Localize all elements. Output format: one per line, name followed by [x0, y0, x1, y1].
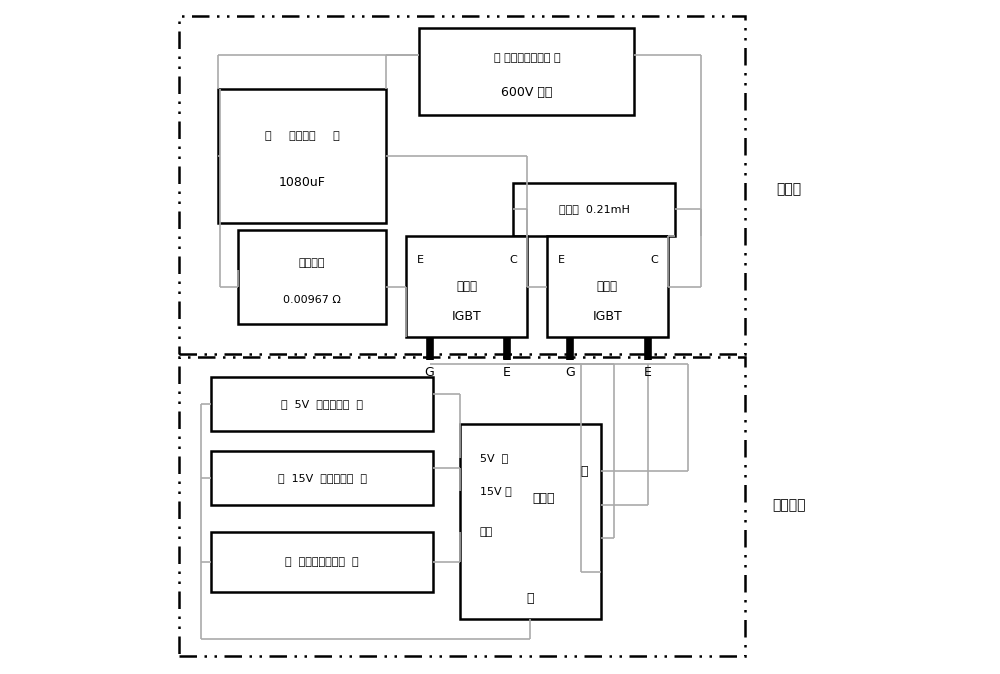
Bar	[179, 16, 745, 354]
Bar	[406, 237, 527, 337]
Text: 驱动电路: 驱动电路	[772, 498, 805, 512]
Text: －  单片机输出信号  ＋: － 单片机输出信号 ＋	[285, 557, 359, 567]
Text: 5V  ＋: 5V ＋	[480, 453, 508, 463]
Bar	[211, 377, 433, 431]
Bar	[238, 230, 386, 324]
Text: 高压侧: 高压侧	[597, 280, 618, 293]
Text: 电感器  0.21mH: 电感器 0.21mH	[559, 204, 629, 214]
Bar	[547, 237, 668, 337]
Text: E: E	[503, 366, 511, 379]
Text: G: G	[566, 366, 575, 379]
Text: 600V 高压: 600V 高压	[501, 86, 553, 98]
Text: 主电路: 主电路	[776, 183, 801, 196]
Text: － 高压稳压源输出 ＋: － 高压稳压源输出 ＋	[494, 53, 560, 63]
Text: 采样电阻: 采样电阻	[299, 258, 325, 268]
Bar	[513, 183, 675, 237]
Bar	[460, 424, 601, 619]
Text: C: C	[510, 255, 517, 265]
Text: E: E	[644, 366, 652, 379]
Text: －: －	[526, 592, 534, 605]
Text: E: E	[417, 255, 424, 265]
Text: C: C	[651, 255, 658, 265]
Bar	[211, 451, 433, 505]
Bar	[211, 532, 433, 592]
Text: IGBT: IGBT	[452, 310, 481, 324]
Text: －  15V  直流电压源  ＋: － 15V 直流电压源 ＋	[278, 473, 367, 483]
Text: 1080uF: 1080uF	[279, 176, 325, 189]
Text: 0.00967 Ω: 0.00967 Ω	[283, 295, 341, 305]
Text: 低压侧: 低压侧	[456, 280, 477, 293]
Text: 15V ＋: 15V ＋	[480, 487, 512, 496]
Text: 信号: 信号	[480, 526, 493, 537]
Text: ＋: ＋	[580, 465, 588, 478]
Text: G: G	[425, 366, 434, 379]
Bar	[419, 28, 634, 115]
Text: IGBT: IGBT	[593, 310, 622, 324]
Text: E: E	[558, 255, 565, 265]
Text: －  5V  直流电压源  ＋: － 5V 直流电压源 ＋	[281, 399, 363, 409]
Text: 驱动板: 驱动板	[532, 491, 555, 505]
Bar	[218, 89, 386, 223]
Bar	[179, 357, 745, 656]
Text: －     电容母排     ＋: － 电容母排 ＋	[265, 131, 339, 141]
